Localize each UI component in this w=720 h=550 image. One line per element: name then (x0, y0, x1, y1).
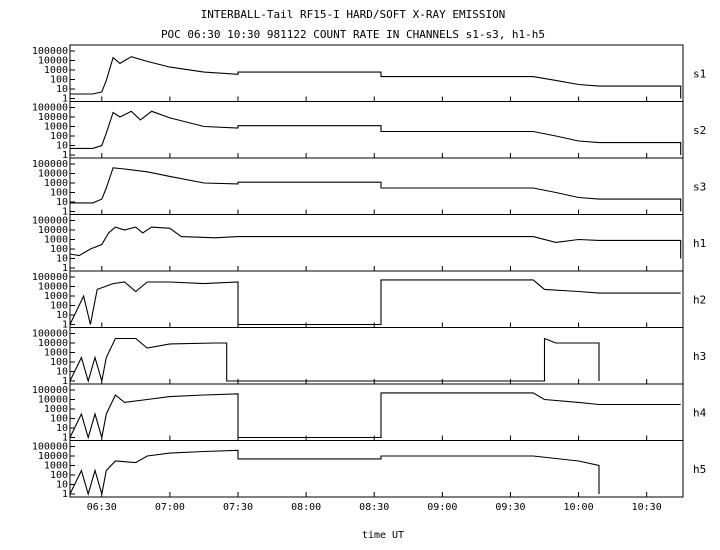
y-tick-label: 1 (62, 94, 68, 105)
x-tick-label: 09:00 (427, 502, 457, 513)
y-tick-label: 100000 (32, 272, 68, 283)
y-tick-label: 1000 (44, 235, 68, 246)
y-tick-label: 10000 (38, 282, 68, 293)
y-tick-label: 100000 (32, 46, 68, 57)
y-tick-label: 100000 (32, 216, 68, 227)
y-tick-label: 10 (56, 310, 68, 321)
series-line-s2 (70, 110, 682, 155)
x-tick-label: 07:00 (155, 502, 185, 513)
chart-subtitle: POC 06:30 10:30 981122 COUNT RATE IN CHA… (161, 28, 545, 41)
y-tick-label: 10 (56, 480, 68, 491)
y-tick-label: 100000 (32, 159, 68, 170)
x-tick-label: 08:30 (359, 502, 389, 513)
y-tick-label: 1 (62, 263, 68, 274)
y-tick-label: 1 (62, 433, 68, 444)
y-tick-label: 1000 (44, 404, 68, 415)
x-tick-label: 09:30 (495, 502, 525, 513)
panel-frame (69, 157, 684, 215)
series-line-s3 (70, 167, 682, 212)
panel-frame (69, 214, 684, 272)
y-tick-label: 100 (50, 131, 68, 142)
panel-frame (69, 327, 684, 385)
panel-label-h2: h2 (693, 293, 706, 306)
y-tick-label: 10000 (38, 56, 68, 67)
panel-frame (69, 383, 684, 441)
panel-label-h4: h4 (693, 406, 707, 419)
x-axis: 06:30 07:00 07:30 08:00 08:30 09:00 09:30 10:00… (87, 502, 662, 513)
y-tick-label: 1000 (44, 122, 68, 133)
panel-label-s1: s1 (693, 67, 706, 80)
y-tick-label: 1000 (44, 348, 68, 359)
y-tick-label: 10000 (38, 112, 68, 123)
panel-label-s3: s3 (693, 180, 706, 193)
series-line-h5 (69, 449, 600, 496)
y-tick-label: 1 (62, 376, 68, 387)
series-line-h4 (69, 392, 681, 440)
series-line-h2 (69, 279, 681, 326)
x-axis-label: time UT (362, 530, 404, 541)
panel-label-h5: h5 (693, 463, 706, 476)
y-tick-label: 100 (50, 244, 68, 255)
y-tick-label: 10000 (38, 451, 68, 462)
y-tick-label: 100 (50, 301, 68, 312)
y-tick-label: 1 (62, 207, 68, 218)
series-line-h1 (69, 226, 682, 259)
y-tick-label: 1 (62, 489, 68, 500)
y-tick-label: 10 (56, 84, 68, 95)
y-tick-label: 10 (56, 254, 68, 265)
y-tick-label: 10000 (38, 395, 68, 406)
chart-title: INTERBALL-Tail RF15-I HARD/SOFT X-RAY EM… (201, 8, 506, 21)
series-line-h3 (69, 337, 600, 383)
x-tick-label: 07:30 (223, 502, 253, 513)
y-tick-label: 100000 (32, 329, 68, 340)
y-tick-label: 100000 (32, 442, 68, 453)
y-tick-label: 100 (50, 188, 68, 199)
panel-frame (69, 44, 684, 102)
panel-frame (69, 440, 684, 498)
x-tick-label: 10:30 (632, 502, 662, 513)
panel-frame (69, 101, 684, 159)
x-tick-label: 10:00 (564, 502, 594, 513)
x-tick-label: 08:00 (291, 502, 321, 513)
panel-label-s2: s2 (693, 124, 706, 137)
y-tick-label: 10 (56, 197, 68, 208)
y-tick-label: 100000 (32, 103, 68, 114)
y-tick-label: 100000 (32, 385, 68, 396)
y-tick-label: 100 (50, 470, 68, 481)
panels-group: 110100100010000100000s111010010001000010… (32, 44, 707, 500)
y-tick-label: 100 (50, 357, 68, 368)
y-tick-label: 10 (56, 141, 68, 152)
panel-frame (69, 270, 684, 328)
y-tick-label: 10 (56, 367, 68, 378)
y-tick-label: 1 (62, 320, 68, 331)
y-tick-label: 10000 (38, 225, 68, 236)
y-tick-label: 10000 (38, 338, 68, 349)
y-tick-label: 100 (50, 75, 68, 86)
panel-label-h3: h3 (693, 350, 706, 363)
y-tick-label: 1000 (44, 461, 68, 472)
y-tick-label: 1000 (44, 178, 68, 189)
y-tick-label: 1 (62, 150, 68, 161)
y-tick-label: 10 (56, 423, 68, 434)
panel-label-h1: h1 (693, 237, 706, 250)
x-tick-label: 06:30 (87, 502, 117, 513)
y-tick-label: 100 (50, 414, 68, 425)
y-tick-label: 1000 (44, 291, 68, 302)
y-tick-label: 10000 (38, 169, 68, 180)
series-line-s1 (70, 56, 682, 99)
y-tick-label: 1000 (44, 65, 68, 76)
